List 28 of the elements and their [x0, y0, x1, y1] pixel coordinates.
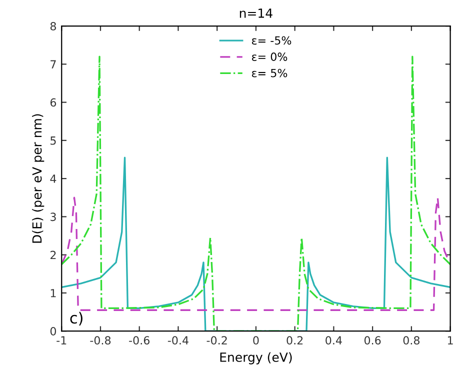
- x-tick-label: 0.6: [364, 336, 381, 345]
- x-tick-label: -0.4: [168, 336, 188, 345]
- line-series: [62, 196, 450, 311]
- x-tick-label: 0.2: [286, 336, 303, 345]
- x-tick-label: -0.8: [90, 336, 111, 345]
- y-tick-label: 3: [50, 212, 56, 222]
- legend-label: ε= -5%: [252, 36, 292, 45]
- chart-title: n=14: [240, 8, 272, 18]
- y-tick-label: 6: [50, 98, 56, 107]
- y-tick-label: 4: [50, 174, 56, 183]
- y-tick-label: 8: [50, 22, 56, 30]
- x-tick-label: -1: [56, 336, 66, 344]
- y-tick-label: 7: [50, 60, 56, 68]
- x-tick-label: 1: [448, 336, 453, 344]
- legend-label: ε= 0%: [252, 52, 288, 61]
- x-tick-label: 0.8: [403, 336, 420, 345]
- legend-label: ε= 5%: [252, 68, 288, 78]
- x-axis-title: Energy (eV): [220, 352, 292, 364]
- y-tick-label: 2: [50, 250, 56, 260]
- x-tick-label: 0.4: [326, 336, 342, 345]
- x-tick-label: -0.6: [129, 336, 150, 345]
- y-axis-title: D(E) (per eV per nm): [32, 114, 44, 243]
- y-tick-label: 5: [50, 136, 56, 145]
- y-tick-label: 0: [50, 327, 56, 336]
- annotation: c): [70, 312, 82, 326]
- y-tick-label: 1: [50, 289, 56, 298]
- x-tick-label: -0.2: [206, 336, 227, 345]
- x-tick-label: 0: [253, 336, 259, 345]
